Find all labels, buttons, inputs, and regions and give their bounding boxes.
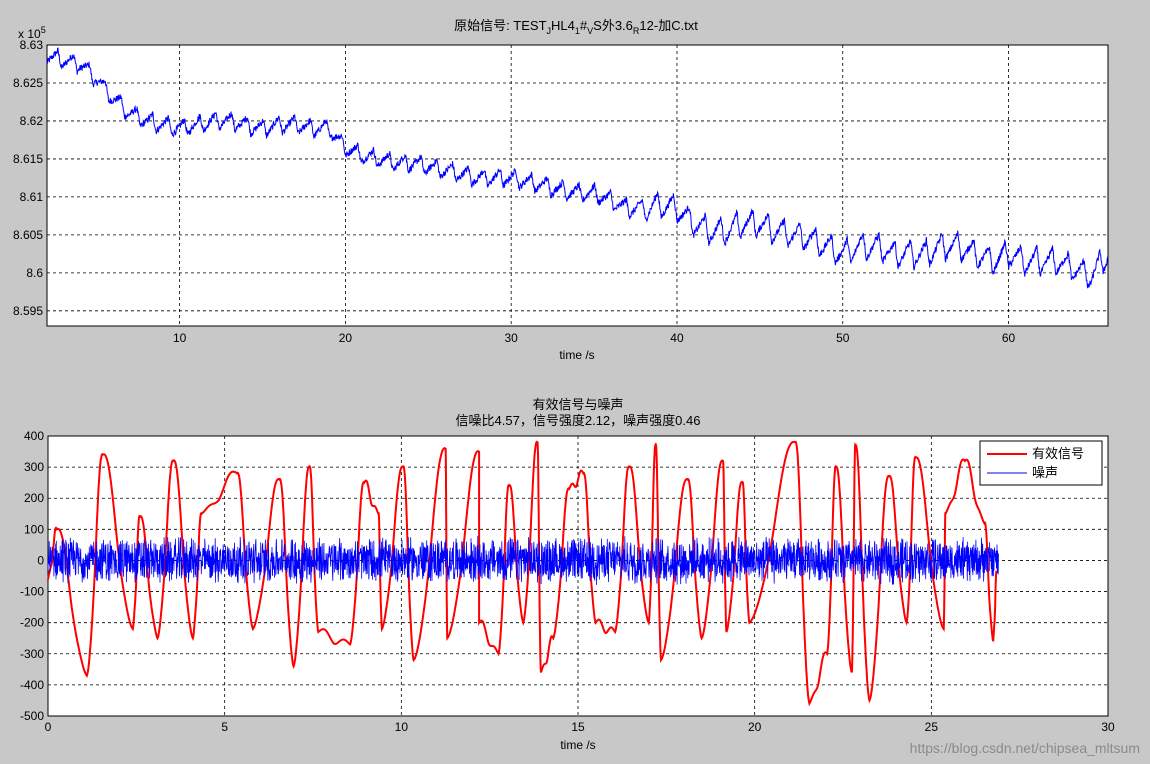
signal-noise-title: 有效信号与噪声 [532,397,623,412]
y-tick-label: -200 [20,616,44,630]
y-tick-label: 400 [24,429,44,443]
y-tick-label: 8.6 [26,266,43,280]
x-tick-label: 40 [670,331,684,345]
y-tick-label: 8.615 [13,152,43,166]
signal-noise-y-ticks: -500 -400 -300 -200 -100 0 100 200 300 400 [20,429,44,723]
legend-noise-label: 噪声 [1032,465,1058,480]
x-tick-label: 20 [339,331,353,345]
effective-signal-line [47,440,998,707]
x-tick-label: 15 [571,720,585,734]
raw-signal-x-ticks: 10 20 30 40 50 60 [173,331,1016,345]
raw-signal-title-part: 12-加C.txt [639,18,698,33]
signal-noise-subtitle: 信噪比4.57，信号强度2.12，噪声强度0.46 [456,413,701,428]
signal-noise-series [47,440,999,707]
signal-noise-chart: 有效信号与噪声 信噪比4.57，信号强度2.12，噪声强度0.46 0 5 10 15… [20,397,1115,752]
y-tick-label: 8.605 [13,228,43,242]
signal-noise-xlabel: time /s [560,738,595,752]
raw-signal-title-part: R [633,26,640,36]
y-tick-label: -500 [20,709,44,723]
raw-signal-xlabel: time /s [559,348,594,362]
y-tick-label: 8.625 [13,76,43,90]
y-tick-label: 200 [24,491,44,505]
legend-signal-label: 有效信号 [1032,446,1084,461]
x-tick-label: 0 [45,720,52,734]
y-tick-label: -300 [20,647,44,661]
y-tick-label: 300 [24,460,44,474]
raw-signal-exponent: x 105 [18,25,46,41]
y-tick-label: 8.595 [13,304,43,318]
raw-signal-title-part: # [580,18,588,33]
y-tick-label: -400 [20,678,44,692]
raw-signal-grid [47,44,1108,326]
raw-signal-title-part: HL4 [551,18,575,33]
noise-line [47,535,999,585]
legend: 有效信号 噪声 [979,440,1103,486]
raw-signal-title-part: 1 [575,26,580,36]
y-tick-label: 100 [24,522,44,536]
raw-signal-title-part: S外3.6 [593,18,633,33]
raw-signal-series [46,47,1109,289]
x-tick-label: 50 [836,331,850,345]
x-tick-label: 30 [505,331,519,345]
raw-signal-chart: 原始信号: TESTJHL41#VS外3.6R12-加C.txt 10 20 30 4… [13,18,1109,362]
raw-signal-title: 原始信号: TESTJHL41#VS外3.6R12-加C.txt [454,18,698,36]
x-tick-label: 10 [395,720,409,734]
raw-signal-y-ticks: 8.595 8.6 8.605 8.61 8.615 8.62 8.625 8.63 [13,38,43,318]
signal-noise-x-ticks: 0 5 10 15 20 25 30 [45,720,1115,734]
x-tick-label: 25 [925,720,939,734]
x-tick-label: 60 [1002,331,1016,345]
raw-signal-title-part: J [547,26,552,36]
y-tick-label: 8.63 [20,38,44,52]
x-tick-label: 10 [173,331,187,345]
x-tick-label: 30 [1101,720,1115,734]
watermark: https://blog.csdn.net/chipsea_mltsum [909,740,1140,756]
x-tick-label: 20 [748,720,762,734]
y-tick-label: -100 [20,585,44,599]
x-tick-label: 5 [221,720,228,734]
y-tick-label: 8.61 [20,190,44,204]
raw-signal-title-part: 原始信号: TEST [454,18,547,33]
legend-box [979,440,1103,486]
y-tick-label: 0 [37,553,44,567]
y-tick-label: 8.62 [20,114,44,128]
raw-signal-line [46,47,1109,289]
raw-signal-title-part: V [587,26,593,36]
